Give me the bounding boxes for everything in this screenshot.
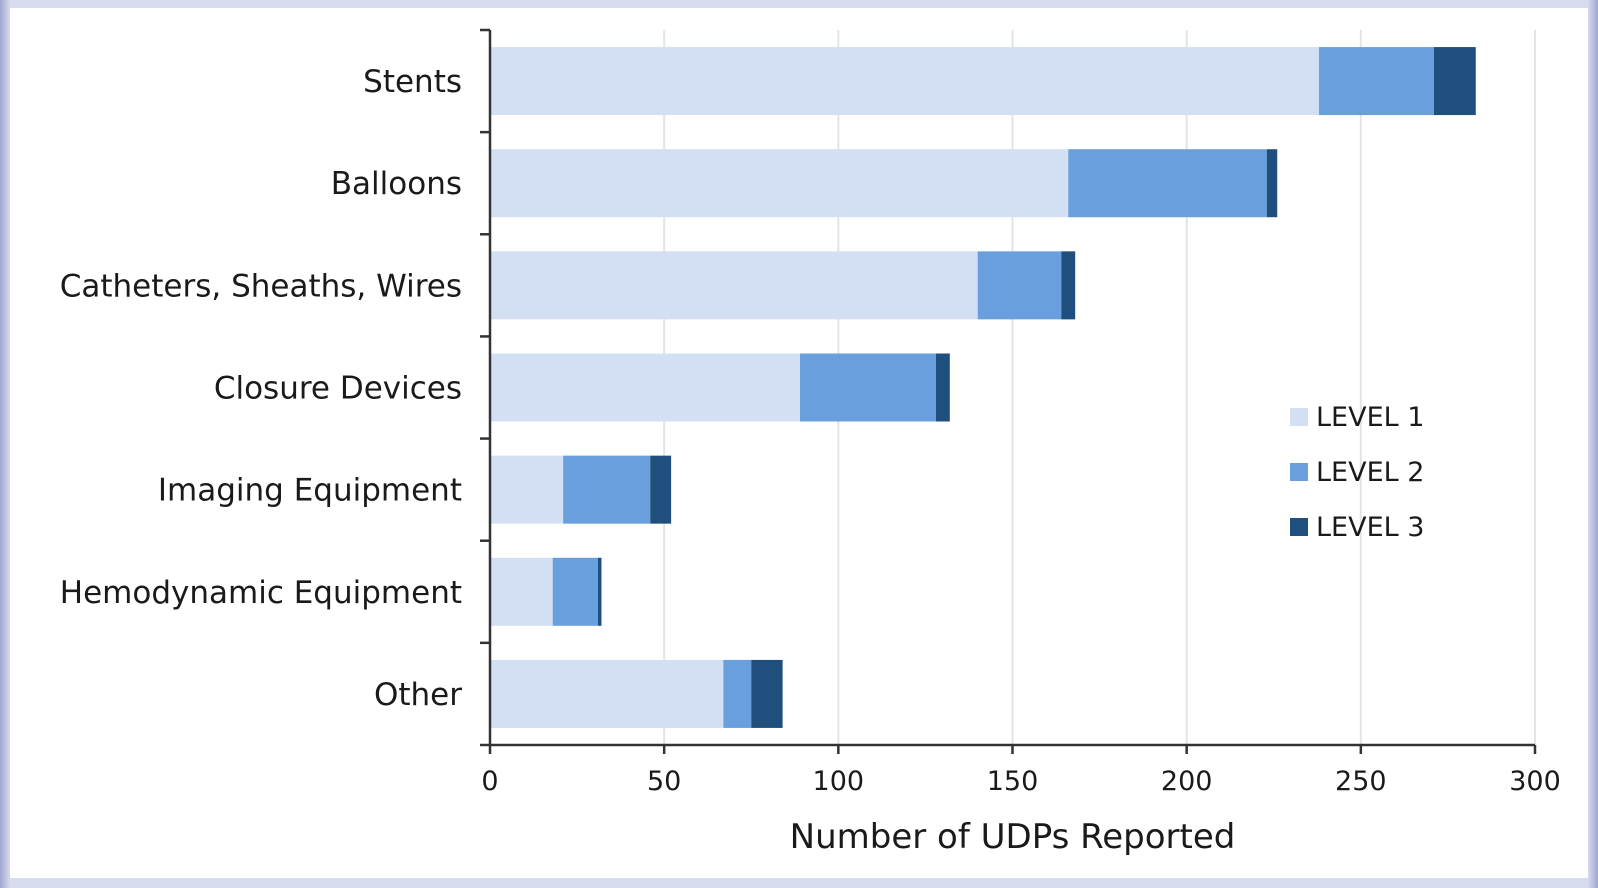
legend-label: LEVEL 2 [1316,457,1424,488]
category-label: Other [374,677,462,713]
x-tick-label: 0 [481,766,498,797]
legend-label: LEVEL 1 [1316,402,1424,433]
category-label: Stents [363,64,462,100]
x-tick-label: 50 [647,766,681,797]
category-label: Imaging Equipment [158,473,462,509]
x-tick-label: 300 [1509,766,1561,797]
category-label: Closure Devices [214,371,462,407]
bar-segment-level-3 [1061,251,1076,320]
bar-segment-level-2 [1319,47,1434,116]
bar-segment-level-3 [935,353,950,422]
x-tick-label: 150 [987,766,1039,797]
bar-segment-level-1 [490,353,801,422]
bar-segment-level-2 [977,251,1062,320]
bars [490,47,1476,728]
x-axis-title: Number of UDPs Reported [790,817,1236,857]
category-labels: Stents Balloons Catheters, Sheaths, Wires C… [60,64,463,713]
legend-swatch-level-3 [1290,518,1308,536]
bar-segment-level-1 [490,557,553,626]
bar-segment-level-3 [1433,47,1476,116]
x-tick-label: 250 [1335,766,1387,797]
bar-segment-level-3 [751,659,783,728]
bar-segment-level-1 [490,659,724,728]
bar-segment-level-2 [563,455,651,524]
x-tick-label: 200 [1161,766,1213,797]
legend-label: LEVEL 3 [1316,512,1424,543]
x-tick-label: 100 [813,766,865,797]
bar-segment-level-2 [552,557,598,626]
bar-segment-level-1 [490,251,978,320]
category-label: Catheters, Sheaths, Wires [60,268,462,304]
bar-segment-level-2 [723,659,752,728]
legend-swatch-level-1 [1290,408,1308,426]
category-label: Hemodynamic Equipment [60,575,462,611]
bar-segment-level-3 [1266,149,1278,218]
legend: LEVEL 1 LEVEL 2 LEVEL 3 [1290,402,1424,543]
x-tick-labels: 0 50 100 150 200 250 300 [481,766,1560,797]
bar-segment-level-2 [800,353,936,422]
axes [480,28,1537,754]
bar-segment-level-2 [1068,149,1267,218]
bar-segment-level-1 [490,149,1069,218]
bar-segment-level-1 [490,47,1320,116]
bar-segment-level-3 [650,455,672,524]
category-label: Balloons [331,166,462,202]
bar-segment-level-1 [490,455,564,524]
legend-swatch-level-2 [1290,463,1308,481]
bar-segment-level-3 [597,557,602,626]
